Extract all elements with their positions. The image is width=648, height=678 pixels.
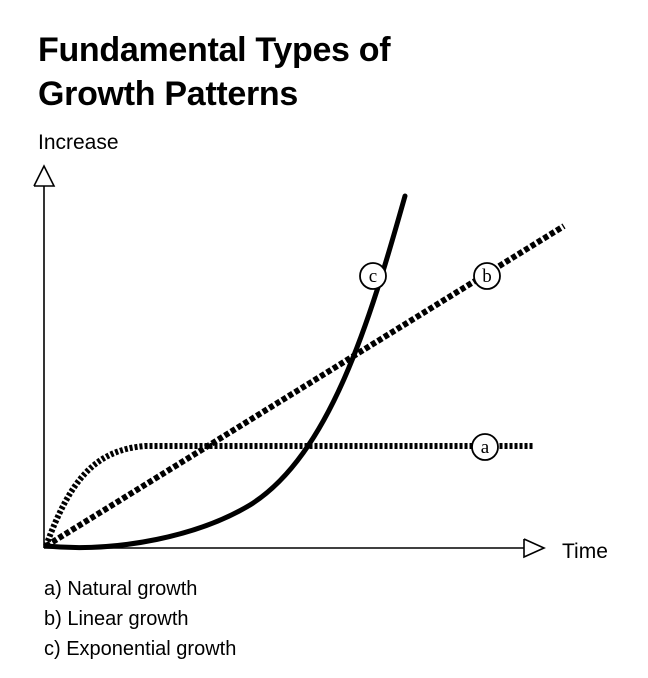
title-line-1: Fundamental Types of [38, 31, 391, 69]
y-axis-arrowhead [33, 164, 56, 187]
legend-item-c: c) Exponential growth [44, 638, 237, 660]
curve-a-natural [43, 443, 534, 548]
diagram-title: Fundamental Types of Growth Patterns [38, 28, 391, 116]
legend-item-b: b) Linear growth [44, 608, 189, 630]
legend-list: a) Natural growth b) Linear growth c) Ex… [44, 574, 236, 664]
title-line-2: Growth Patterns [38, 75, 298, 113]
marker-b: b [473, 262, 501, 290]
legend-item-a: a) Natural growth [44, 578, 198, 600]
y-axis-label: Increase [38, 131, 119, 154]
marker-a-letter: a [481, 437, 490, 458]
marker-c-letter: c [369, 266, 377, 287]
marker-a: a [471, 433, 499, 461]
x-axis-label: Time [562, 540, 608, 563]
marker-b-letter: b [482, 266, 492, 287]
x-axis-arrowhead [523, 538, 546, 559]
curve-c-exponential [43, 193, 408, 550]
marker-c: c [359, 262, 387, 290]
